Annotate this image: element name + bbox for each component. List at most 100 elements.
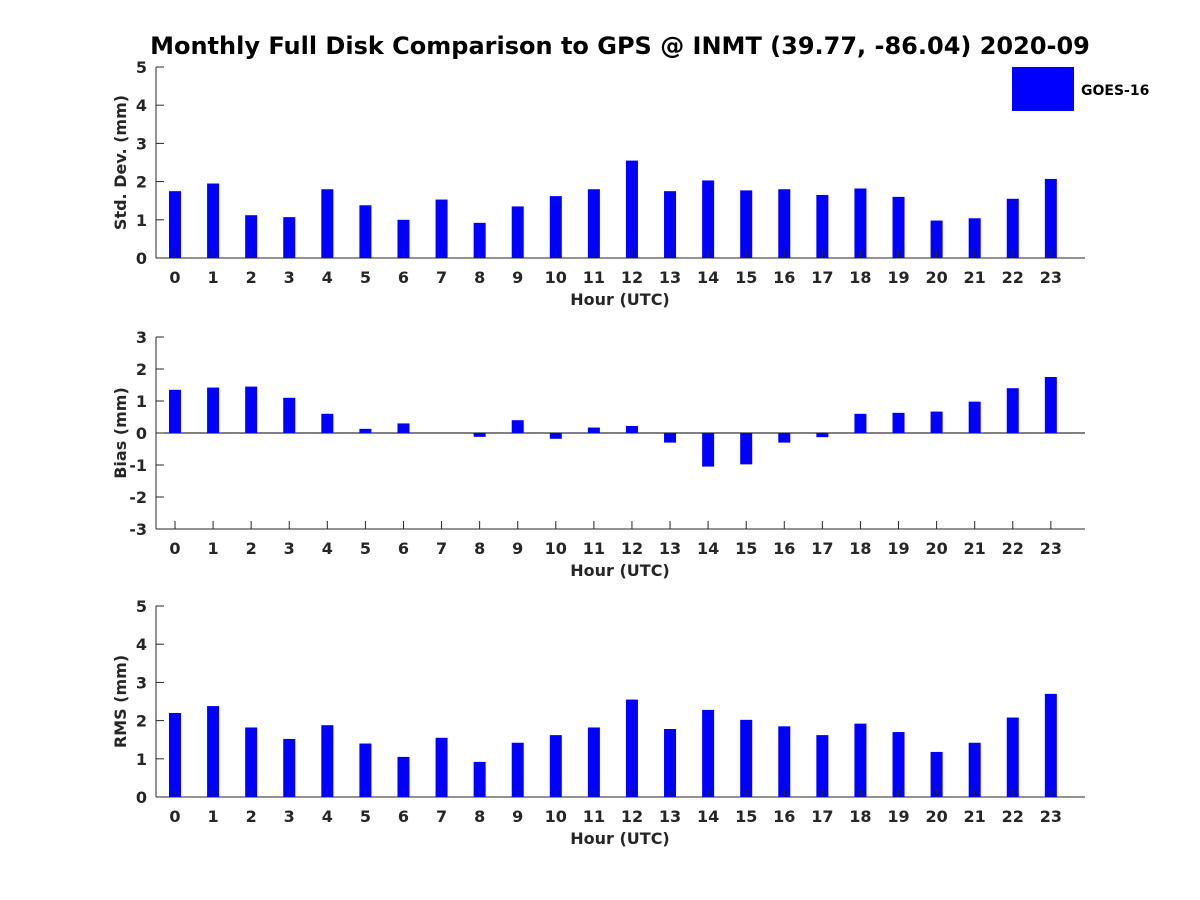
y-tick-label: 1	[136, 211, 147, 230]
x-tick-label: 15	[735, 268, 757, 287]
bar	[511, 206, 524, 258]
bar	[892, 196, 905, 258]
bar	[435, 737, 448, 797]
x-tick-label: 16	[773, 539, 795, 558]
x-tick-label: 9	[512, 807, 523, 826]
x-tick-label: 18	[849, 807, 871, 826]
y-tick-label: 3	[136, 328, 147, 347]
x-tick-label: 3	[284, 539, 295, 558]
bar	[473, 222, 486, 258]
bar	[359, 743, 372, 797]
x-tick-label: 10	[545, 539, 567, 558]
x-tick-label: 5	[360, 539, 371, 558]
bar	[207, 387, 220, 433]
bar	[854, 413, 867, 433]
bar	[664, 433, 677, 443]
y-tick-label: 2	[136, 173, 147, 192]
x-tick-label: 12	[621, 539, 643, 558]
bar	[169, 191, 181, 258]
x-tick-label: 13	[659, 539, 681, 558]
x-tick-label: 1	[208, 539, 219, 558]
y-axis-label: RMS (mm)	[111, 655, 130, 748]
x-tick-label: 15	[735, 807, 757, 826]
y-tick-label: -1	[129, 456, 147, 475]
bar	[169, 389, 181, 433]
x-tick-label: 18	[849, 268, 871, 287]
bar	[245, 727, 258, 797]
bar	[1006, 717, 1019, 797]
bar	[511, 742, 524, 797]
bar	[930, 411, 943, 433]
y-tick-label: 5	[136, 597, 147, 616]
x-tick-label: 6	[398, 539, 409, 558]
y-tick-label: 0	[136, 424, 147, 443]
bar	[968, 218, 981, 258]
bar	[1006, 388, 1019, 433]
x-tick-label: 20	[925, 268, 947, 287]
bar	[587, 727, 600, 797]
x-tick-label: 13	[659, 268, 681, 287]
x-tick-label: 11	[583, 807, 605, 826]
x-tick-label: 0	[169, 268, 180, 287]
y-tick-label: 2	[136, 712, 147, 731]
bar	[816, 194, 829, 258]
legend-label: GOES-16	[1081, 83, 1149, 99]
x-tick-label: 22	[1002, 268, 1024, 287]
y-tick-label: 1	[136, 392, 147, 411]
bar	[321, 189, 334, 258]
x-tick-label: 21	[964, 268, 986, 287]
bar	[283, 217, 296, 258]
x-tick-label: 17	[811, 807, 833, 826]
y-axis-label: Std. Dev. (mm)	[111, 95, 130, 230]
bar	[1044, 178, 1057, 258]
bar	[625, 160, 638, 258]
bar	[283, 397, 296, 433]
bar	[968, 401, 981, 433]
bar	[207, 706, 220, 797]
x-tick-label: 23	[1040, 268, 1062, 287]
legend-swatch	[1012, 67, 1074, 111]
bar	[854, 723, 867, 797]
x-tick-label: 11	[583, 539, 605, 558]
x-tick-label: 0	[169, 539, 180, 558]
x-tick-label: 7	[436, 268, 447, 287]
bar	[702, 180, 715, 258]
x-tick-label: 15	[735, 539, 757, 558]
bar	[1006, 198, 1019, 258]
bar	[892, 732, 905, 797]
x-tick-label: 19	[887, 807, 909, 826]
bar	[625, 425, 638, 433]
x-tick-label: 7	[436, 807, 447, 826]
x-tick-label: 17	[811, 539, 833, 558]
x-tick-label: 14	[697, 807, 719, 826]
bar	[778, 189, 791, 258]
y-tick-label: 3	[136, 134, 147, 153]
x-tick-label: 12	[621, 268, 643, 287]
x-tick-label: 11	[583, 268, 605, 287]
figure-title: Monthly Full Disk Comparison to GPS @ IN…	[150, 32, 1090, 60]
bar	[397, 756, 410, 797]
y-tick-label: 0	[136, 249, 147, 268]
bar	[702, 433, 715, 467]
x-axis-label: Hour (UTC)	[570, 561, 670, 580]
bar	[207, 183, 220, 258]
x-tick-label: 3	[284, 807, 295, 826]
x-tick-label: 20	[925, 539, 947, 558]
x-tick-label: 6	[398, 807, 409, 826]
bar	[435, 199, 448, 258]
x-tick-label: 9	[512, 268, 523, 287]
bar	[549, 433, 562, 439]
bar	[778, 433, 791, 443]
x-axis-label: Hour (UTC)	[570, 829, 670, 848]
x-tick-label: 22	[1002, 539, 1024, 558]
bar	[740, 719, 753, 797]
x-tick-label: 8	[474, 539, 485, 558]
y-tick-label: 0	[136, 788, 147, 807]
x-tick-label: 4	[322, 268, 333, 287]
x-tick-label: 14	[697, 268, 719, 287]
x-tick-label: 4	[322, 539, 333, 558]
x-tick-label: 7	[436, 539, 447, 558]
